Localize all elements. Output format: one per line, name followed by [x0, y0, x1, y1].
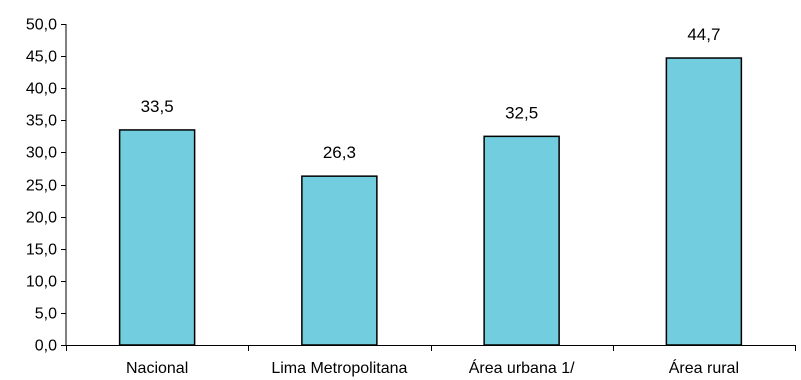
bar	[118, 129, 196, 346]
y-tick-label: 10,0	[26, 274, 57, 291]
data-label: 33,5	[141, 97, 174, 116]
y-tick-label: 35,0	[26, 113, 57, 130]
bar	[665, 57, 743, 346]
y-tick-label: 0,0	[35, 338, 57, 355]
data-label: 26,3	[323, 143, 356, 162]
bar	[301, 175, 378, 346]
y-tick-label: 45,0	[26, 49, 57, 66]
bars	[118, 57, 743, 346]
category-label: Nacional	[126, 360, 188, 377]
y-tick-label: 50,0	[26, 17, 57, 34]
data-label: 32,5	[505, 103, 538, 122]
y-tick-label: 5,0	[35, 306, 57, 323]
y-tick-label: 15,0	[26, 242, 57, 259]
y-tick-label: 25,0	[26, 178, 57, 195]
y-tick-label: 20,0	[26, 210, 57, 227]
data-labels: 33,5 26,3 32,5 44,7	[141, 25, 721, 162]
category-label: Área rural	[669, 358, 739, 377]
y-tick-label: 40,0	[26, 81, 57, 98]
category-label: Área urbana 1/	[469, 358, 575, 377]
y-tick-label: 30,0	[26, 145, 57, 162]
bar	[483, 135, 560, 346]
category-label: Lima Metropolitana	[271, 360, 407, 377]
data-label: 44,7	[687, 25, 720, 44]
x-axis: Nacional Lima Metropolitana Área urbana 1/…	[66, 345, 796, 377]
y-axis: 0,0 5,0 10,0 15,0 20,0 25,0 30,0 35,0 40,0 45,0 50…	[26, 17, 67, 355]
